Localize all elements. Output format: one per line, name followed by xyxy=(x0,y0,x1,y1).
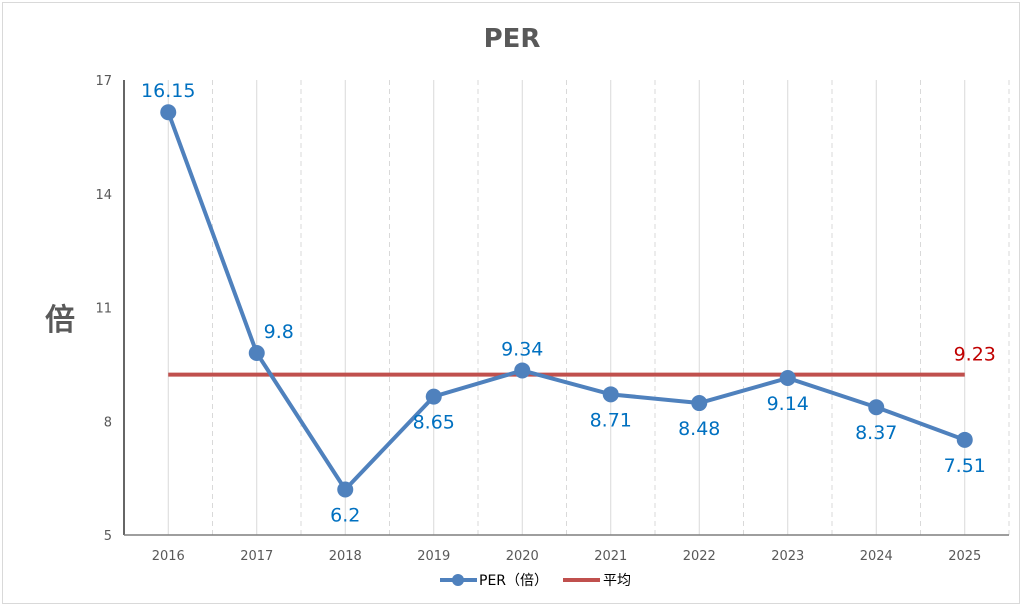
x-tick-label: 2018 xyxy=(329,549,362,564)
y-axis-label: 倍 xyxy=(45,303,75,338)
y-tick-label: 11 xyxy=(95,302,112,317)
per-data-point xyxy=(691,395,708,412)
average-data-label: 9.23 xyxy=(954,344,996,366)
legend-average-label: 平均 xyxy=(603,573,631,589)
x-tick-label: 2016 xyxy=(152,549,185,564)
x-tick-label: 2017 xyxy=(240,549,273,564)
per-data-label: 8.65 xyxy=(413,412,455,434)
x-tick-label: 2024 xyxy=(860,549,893,564)
per-data-label: 8.71 xyxy=(590,409,632,431)
x-tick-label: 2021 xyxy=(594,549,627,564)
per-data-point xyxy=(956,431,973,448)
per-data-label: 16.15 xyxy=(141,80,195,102)
per-data-label: 9.14 xyxy=(767,393,809,415)
y-tick-label: 8 xyxy=(104,415,112,430)
per-series-line xyxy=(166,111,966,492)
per-data-point xyxy=(868,399,885,416)
per-data-point xyxy=(514,362,531,379)
x-tick-label: 2023 xyxy=(771,549,804,564)
per-data-label: 7.51 xyxy=(944,455,986,477)
y-tick-label: 5 xyxy=(104,529,112,544)
per-data-point xyxy=(425,388,442,405)
per-data-point xyxy=(160,104,177,121)
x-tick-label: 2019 xyxy=(417,549,450,564)
per-data-label: 9.8 xyxy=(264,321,294,343)
x-tick-label: 2025 xyxy=(948,549,981,564)
chart-title: PER xyxy=(484,24,541,54)
y-tick-label: 17 xyxy=(95,74,112,89)
per-data-label: 8.37 xyxy=(855,422,897,444)
per-data-label: 6.2 xyxy=(330,505,360,527)
per-data-point xyxy=(602,386,619,403)
per-data-label: 8.48 xyxy=(678,418,720,440)
x-tick-label: 2022 xyxy=(683,549,716,564)
y-tick-label: 14 xyxy=(95,188,112,203)
per-data-point xyxy=(337,481,354,498)
per-data-point xyxy=(779,370,796,387)
legend-per-label: PER（倍） xyxy=(479,573,548,589)
x-tick-label: 2020 xyxy=(506,549,539,564)
per-data-label: 9.34 xyxy=(501,338,543,360)
per-data-point xyxy=(248,345,265,361)
legend-per-marker xyxy=(452,574,464,586)
